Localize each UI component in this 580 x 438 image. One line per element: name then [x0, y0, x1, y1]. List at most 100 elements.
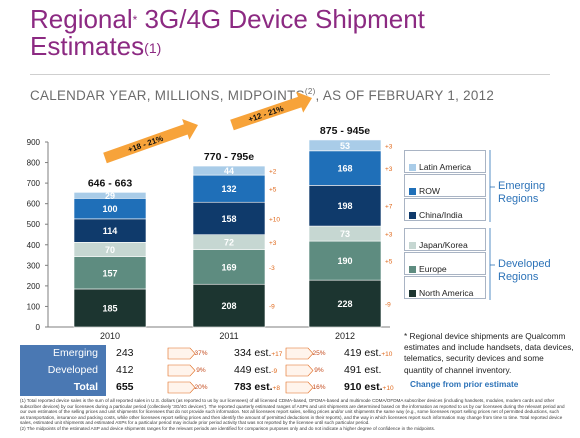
page-subtitle: CALENDAR YEAR, MILLIONS, MIDPOINTS(2), A… — [30, 87, 495, 103]
table-pct-tag-bg — [285, 347, 314, 360]
y-tick-label: 300 — [27, 261, 41, 270]
change-note: Change from prior estimate — [410, 379, 519, 389]
table-value-2012: 491 est. — [344, 364, 382, 376]
region-label-developed: Developed Regions — [498, 258, 551, 284]
legend-label-japan-korea: Japan/Korea — [419, 240, 468, 250]
bar-value-label: 208 — [221, 301, 236, 311]
bar-value-label: 29 — [105, 191, 115, 201]
legend-item-latin-america: Latin America — [404, 150, 486, 173]
legend-label-north-america: North America — [419, 288, 474, 298]
change-label: +3 — [269, 240, 277, 247]
table-value-2012: 910 est.+10 — [344, 381, 394, 393]
bar-value-label: 157 — [102, 268, 117, 278]
table-value-2010: 655 — [116, 381, 134, 393]
table-value-2010: 243 — [116, 347, 134, 359]
growth-arrow — [103, 119, 198, 164]
bar-value-label: 100 — [102, 204, 117, 214]
y-tick-label: 700 — [27, 179, 41, 188]
table-pct-tag-bg — [285, 381, 314, 394]
table-row-developed: Developed 412 9% 449 est.-9 9% 491 est. — [20, 362, 382, 379]
table-label-developed: Developed — [20, 362, 106, 379]
y-tick-label: 0 — [36, 323, 41, 332]
bar-segment-north-america — [192, 283, 266, 328]
region-label-emerging: Emerging Regions — [498, 180, 545, 206]
bar-value-label: 169 — [221, 262, 236, 272]
legend-label-row: ROW — [419, 186, 441, 196]
bar-total-label: 646 - 663 — [88, 177, 133, 189]
legend-item-china-india: China/India — [404, 198, 486, 221]
bar-segment-row — [308, 150, 382, 186]
table-pct-tag-bg — [167, 364, 196, 377]
bar-value-label: 73 — [340, 229, 350, 239]
y-tick-label: 100 — [27, 302, 41, 311]
bar-segment-latin-america — [192, 165, 266, 176]
growth-label: +12 - 21% — [247, 104, 285, 124]
table-pct-2012: 9% — [314, 367, 324, 374]
footnote-2: (2) The midpoints of the estimated ASP a… — [20, 425, 436, 431]
table-pct-2011: 9% — [196, 367, 206, 374]
legend-item-europe: Europe — [404, 252, 486, 275]
legend-label-europe: Europe — [419, 264, 447, 274]
bar-value-label: 44 — [224, 166, 234, 176]
page-title: Regional* 3G/4G Device Shipment Estimate… — [30, 4, 425, 61]
legend-label-latin-america: Latin America — [419, 162, 472, 172]
table-value-2011: 334 est.+17 — [234, 347, 283, 359]
bar-value-label: 70 — [105, 245, 115, 255]
region-emerging-line2: Regions — [498, 193, 539, 205]
footnote-1: (1) Total reported device sales is the s… — [20, 398, 565, 426]
legend-swatch-japan-korea — [409, 242, 416, 249]
bar-segment-europe — [192, 249, 266, 285]
table-pct-2012: 25% — [312, 350, 326, 357]
bar-total-label: 770 - 795e — [204, 151, 254, 163]
bar-value-label: 198 — [337, 201, 352, 211]
bar-value-label: 168 — [337, 164, 352, 174]
bar-segment-latin-america — [73, 192, 147, 199]
x-tick-label: 2011 — [219, 331, 238, 341]
table-pct-2011: 20% — [194, 384, 208, 391]
table-pct-2011: 37% — [194, 350, 208, 357]
bar-segment-china-india — [308, 185, 382, 227]
legend-item-north-america: North America — [404, 276, 486, 299]
change-label: +2 — [269, 169, 277, 176]
table-value-2010: 412 — [116, 364, 134, 376]
bar-segment-north-america — [73, 288, 147, 328]
change-label: -9 — [385, 302, 391, 309]
bar-value-label: 190 — [337, 256, 352, 266]
title-divider — [30, 74, 550, 75]
bar-value-label: 53 — [340, 141, 350, 151]
y-tick-label: 400 — [27, 241, 41, 250]
regional-note: * Regional device shipments are Qualcomm… — [404, 331, 574, 375]
bar-value-label: 158 — [221, 214, 236, 224]
legend-swatch-europe — [409, 266, 416, 273]
y-tick-label: 900 — [27, 138, 41, 147]
change-label: +5 — [385, 259, 393, 266]
legend-swatch-row — [409, 188, 416, 195]
bar-segment-latin-america — [308, 139, 382, 152]
change-label: +3 — [385, 166, 393, 173]
bar-value-label: 114 — [103, 226, 118, 236]
table-label-emerging: Emerging — [20, 345, 106, 362]
table-label-total: Total — [20, 379, 106, 396]
region-developed-line2: Regions — [498, 271, 539, 283]
change-label: -3 — [269, 265, 275, 272]
bar-value-label: 228 — [337, 299, 352, 309]
footnotes: (1) Total reported device sales is the s… — [20, 398, 565, 432]
bar-segment-europe — [308, 240, 382, 281]
table-value-2011: 783 est.+8 — [234, 381, 280, 393]
legend-item-row: ROW — [404, 174, 486, 197]
bar-total-label: 875 - 945e — [320, 125, 370, 137]
table-pct-tag-bg — [167, 347, 196, 360]
table-pct-tag-bg — [167, 381, 196, 394]
growth-label: +18 - 21% — [127, 134, 165, 155]
bar-value-label: 72 — [224, 238, 234, 248]
table-value-2011: 449 est.-9 — [234, 364, 278, 376]
legend-swatch-north-america — [409, 290, 416, 297]
y-tick-label: 600 — [27, 200, 41, 209]
x-tick-label: 2012 — [335, 331, 355, 341]
y-tick-label: 200 — [27, 282, 41, 291]
y-tick-label: 800 — [27, 159, 41, 168]
bar-segment-row — [192, 174, 266, 203]
legend-item-japan-korea: Japan/Korea — [404, 228, 486, 251]
